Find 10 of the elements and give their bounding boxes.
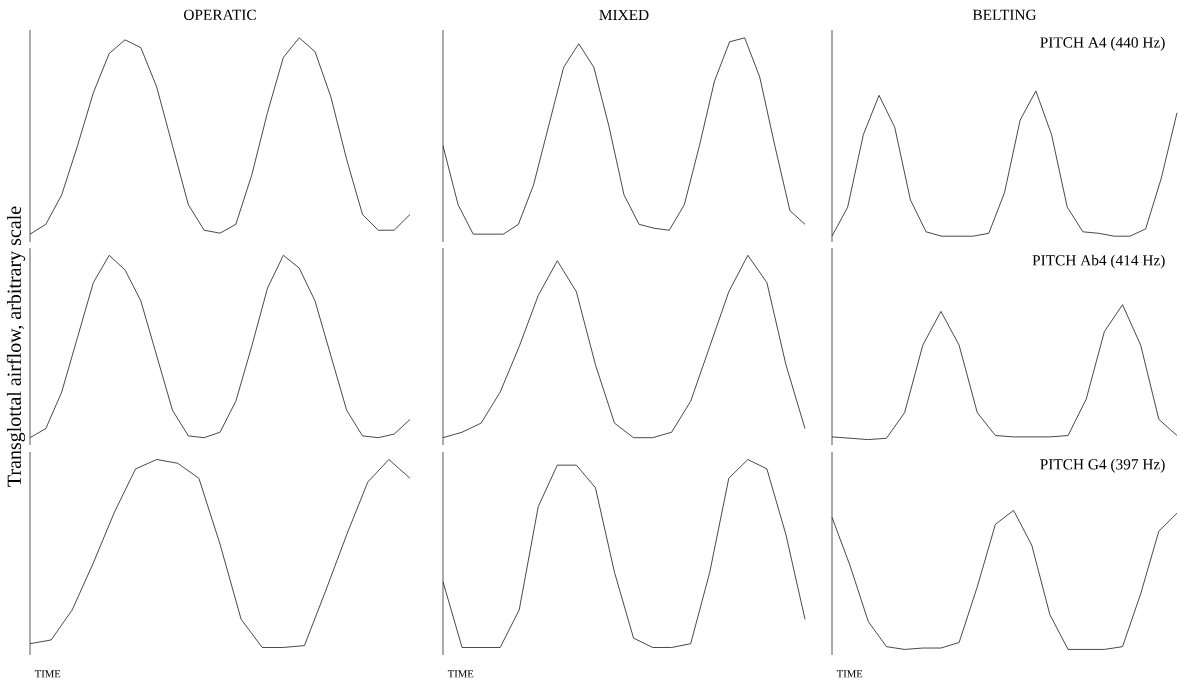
y-axis-title: Transglottal airflow, arbitrary scale bbox=[6, 206, 26, 487]
x-axis-title: TIME bbox=[447, 670, 474, 678]
chart-title: BELTING bbox=[972, 9, 1037, 20]
chart-subtitle: PITCH A4 (440 Hz) bbox=[1040, 36, 1165, 51]
chart-title: OPERATIC bbox=[184, 9, 256, 20]
x-axis-title: TIME bbox=[34, 670, 61, 678]
chart-title: MIXED bbox=[599, 9, 649, 20]
chart-subtitle: PITCH G4 (397 Hz) bbox=[1040, 458, 1165, 473]
x-axis-title: TIME bbox=[836, 670, 863, 678]
chart-subtitle: PITCH Ab4 (414 Hz) bbox=[1032, 254, 1165, 269]
